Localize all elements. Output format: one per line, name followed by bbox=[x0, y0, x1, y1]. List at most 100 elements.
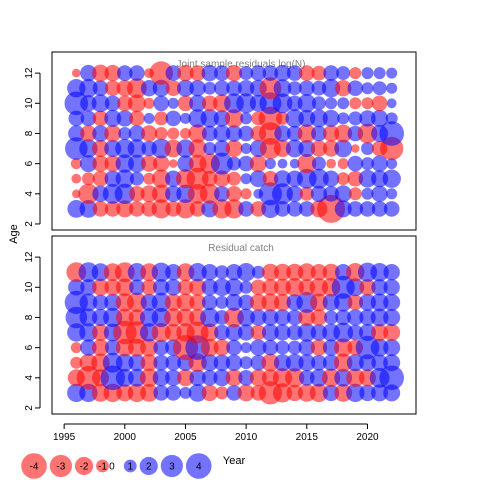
bubble bbox=[200, 307, 220, 328]
bubbles-group bbox=[64, 262, 405, 405]
bubble bbox=[149, 61, 173, 85]
bubble bbox=[115, 308, 134, 327]
bubble bbox=[262, 279, 279, 296]
bubble bbox=[189, 94, 207, 112]
bubble bbox=[383, 324, 401, 341]
bubble bbox=[371, 95, 388, 112]
bubble bbox=[139, 368, 159, 387]
bubble bbox=[151, 262, 171, 282]
bubble bbox=[76, 366, 101, 390]
bubble bbox=[240, 112, 253, 125]
bubble bbox=[226, 80, 242, 96]
bubble bbox=[79, 323, 98, 342]
bubble bbox=[140, 155, 158, 172]
bubble bbox=[80, 279, 97, 296]
bubble bbox=[177, 155, 194, 172]
bubble bbox=[285, 278, 304, 297]
bubble bbox=[359, 384, 376, 402]
bubble bbox=[310, 185, 328, 202]
bubble bbox=[274, 309, 291, 326]
bubble bbox=[382, 169, 401, 188]
bubble bbox=[225, 140, 243, 157]
legend-label: 4 bbox=[196, 462, 202, 473]
bubble bbox=[129, 279, 145, 296]
legend-label: -2 bbox=[80, 462, 89, 473]
bubble bbox=[104, 95, 121, 112]
bubble bbox=[249, 170, 267, 188]
bubble bbox=[237, 324, 255, 341]
legend-bubble bbox=[96, 459, 109, 473]
bubble bbox=[68, 110, 85, 127]
bubble bbox=[199, 183, 220, 204]
bubble bbox=[215, 386, 229, 400]
bubble bbox=[386, 98, 397, 109]
bubble bbox=[70, 356, 83, 369]
bubble bbox=[358, 169, 377, 188]
bubble bbox=[347, 294, 364, 311]
y-axis: 2 4 6 8 10 12 bbox=[24, 251, 41, 411]
bubble bbox=[238, 201, 254, 217]
bubble bbox=[322, 140, 340, 157]
bubble bbox=[323, 186, 339, 202]
bubble bbox=[286, 263, 304, 281]
y-tick-label: 6 bbox=[24, 160, 35, 166]
legend-bubble bbox=[139, 456, 158, 476]
bubble bbox=[334, 353, 353, 372]
bubble bbox=[274, 201, 291, 217]
bubble bbox=[154, 111, 169, 126]
bubble bbox=[80, 110, 97, 127]
bubble bbox=[80, 95, 97, 112]
bubble bbox=[238, 370, 254, 386]
y-axis: 2 4 6 8 10 12 bbox=[24, 67, 41, 227]
bubble bbox=[383, 279, 400, 296]
y-tick-label: 12 bbox=[24, 251, 35, 263]
bubble bbox=[383, 309, 401, 326]
bubble bbox=[297, 124, 316, 143]
bubble bbox=[274, 140, 291, 157]
bubble bbox=[310, 324, 328, 341]
bubble bbox=[71, 173, 82, 184]
bubble bbox=[261, 353, 280, 372]
bubble bbox=[236, 263, 256, 282]
bubble bbox=[310, 140, 328, 157]
bubble bbox=[92, 170, 109, 187]
bubble bbox=[115, 278, 134, 297]
bubble bbox=[68, 279, 85, 296]
bubble bbox=[226, 385, 242, 401]
bubble bbox=[104, 80, 121, 96]
bubble bbox=[361, 67, 374, 80]
bubble bbox=[285, 109, 304, 128]
bubble bbox=[153, 385, 169, 401]
bubble bbox=[299, 65, 315, 81]
bubble bbox=[79, 139, 98, 158]
bubble bbox=[140, 125, 158, 142]
bubble bbox=[117, 95, 133, 112]
bubble bbox=[274, 125, 291, 142]
bubble bbox=[189, 80, 206, 97]
bubble bbox=[240, 188, 252, 200]
bubble bbox=[64, 91, 89, 116]
bubble bbox=[225, 125, 243, 142]
bubble bbox=[177, 95, 194, 112]
bubble bbox=[237, 384, 255, 402]
bubble bbox=[371, 109, 389, 127]
bubble bbox=[250, 339, 267, 356]
bubble bbox=[189, 369, 206, 386]
bubble bbox=[349, 67, 362, 80]
bubble bbox=[299, 186, 314, 201]
bubble bbox=[153, 155, 170, 172]
bubble bbox=[336, 172, 350, 186]
bubble bbox=[274, 324, 291, 341]
bubble bbox=[128, 125, 146, 142]
bubble bbox=[311, 156, 326, 171]
bubble bbox=[335, 80, 352, 97]
bubble bbox=[227, 156, 241, 171]
bubble bbox=[177, 79, 194, 97]
bubble bbox=[92, 324, 109, 341]
bubble bbox=[210, 152, 233, 175]
bubble bbox=[167, 127, 180, 140]
bubble bbox=[177, 369, 194, 387]
bubble bbox=[297, 154, 317, 174]
bubble bbox=[240, 173, 252, 185]
